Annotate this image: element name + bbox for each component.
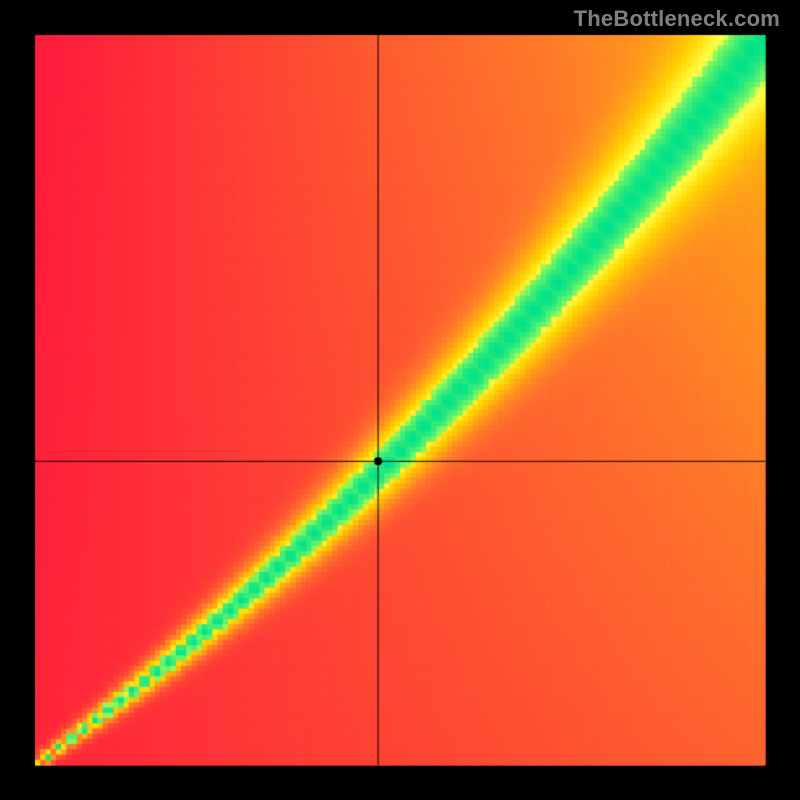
watermark-text: TheBottleneck.com xyxy=(574,6,780,32)
heatmap-canvas xyxy=(0,0,800,800)
